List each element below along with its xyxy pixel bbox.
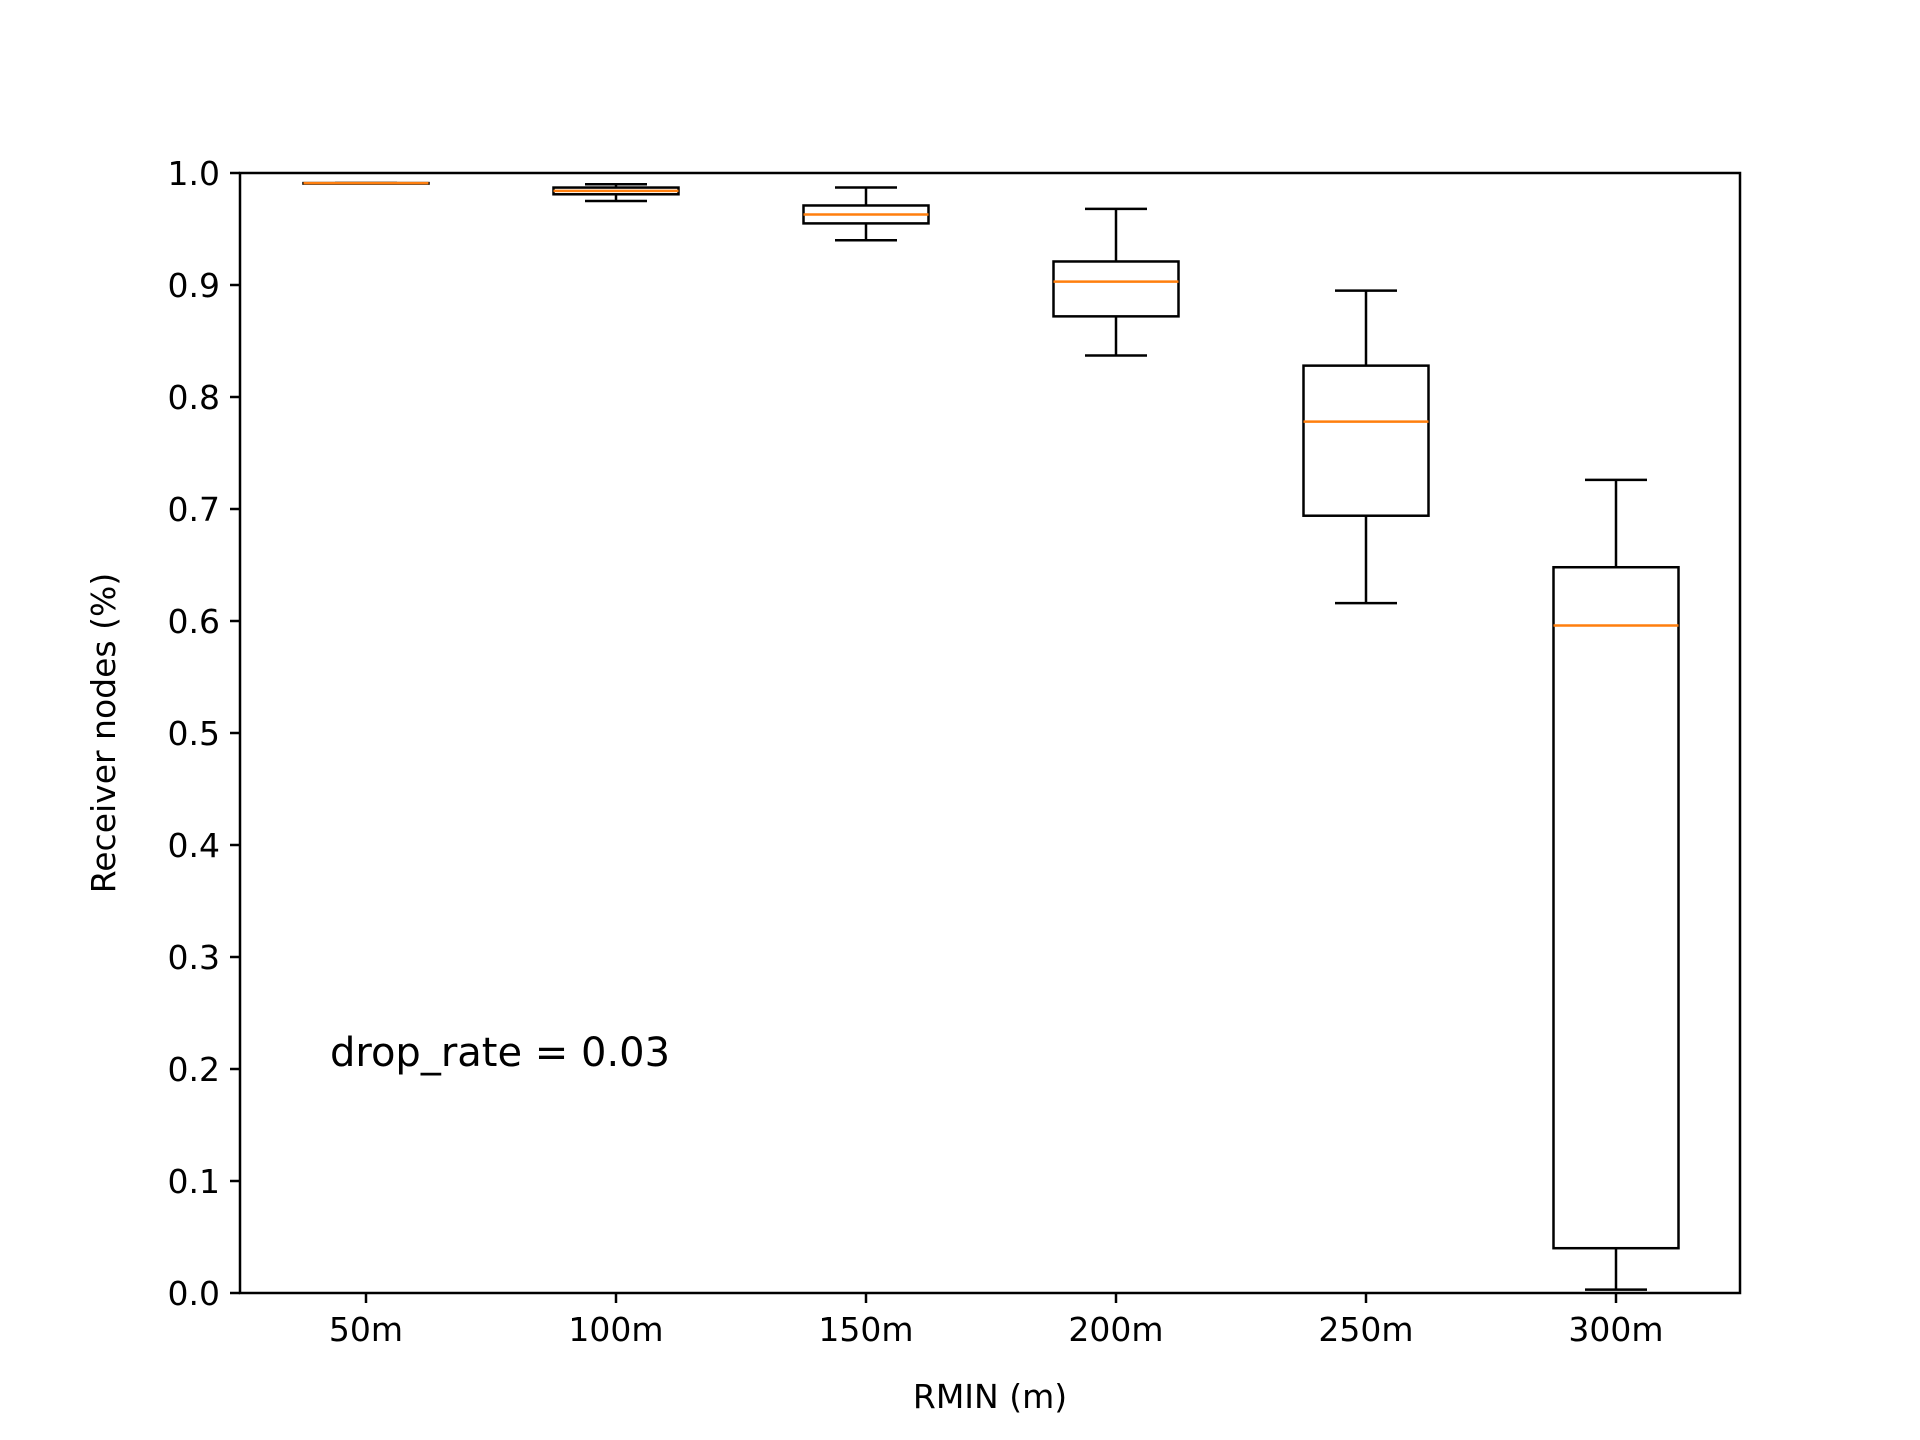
y-tick-label: 0.1 [168, 1162, 220, 1201]
box-50m [302, 181, 430, 185]
box-150m [802, 186, 930, 242]
x-tick-label: 250m [1318, 1310, 1413, 1349]
box-body [1302, 364, 1430, 517]
y-tick-label: 0.4 [168, 826, 220, 865]
y-tick-label: 0.2 [168, 1050, 220, 1089]
y-tick-label: 0.7 [168, 490, 220, 529]
y-tick-label: 0.8 [168, 378, 220, 417]
x-axis-label: RMIN (m) [913, 1377, 1067, 1416]
x-tick-label: 100m [568, 1310, 663, 1349]
box-250m [1302, 289, 1430, 605]
boxes [302, 181, 1680, 1291]
box-body [1552, 565, 1680, 1250]
y-tick-label: 0.6 [168, 602, 220, 641]
x-axis: 50m 100m 150m 200m 250m 300m [329, 1293, 1664, 1349]
y-tick-label: 0.0 [168, 1274, 220, 1313]
box-200m [1052, 207, 1180, 357]
y-axis-label: Receiver nodes (%) [84, 573, 123, 893]
y-axis: 0.0 0.1 0.2 0.3 0.4 0.5 0.6 0.7 0.8 0.9 1.0 [168, 154, 240, 1313]
y-tick-label: 0.9 [168, 266, 220, 305]
y-tick-label: 0.3 [168, 938, 220, 977]
x-tick-label: 200m [1068, 1310, 1163, 1349]
x-tick-label: 50m [329, 1310, 403, 1349]
box-100m [552, 182, 680, 203]
x-tick-label: 150m [818, 1310, 913, 1349]
box-body [1052, 260, 1180, 318]
y-tick-label: 0.5 [168, 714, 220, 753]
annotation-text: drop_rate = 0.03 [330, 1030, 670, 1076]
y-tick-label: 1.0 [168, 154, 220, 193]
box-300m [1552, 478, 1680, 1291]
x-tick-label: 300m [1568, 1310, 1663, 1349]
